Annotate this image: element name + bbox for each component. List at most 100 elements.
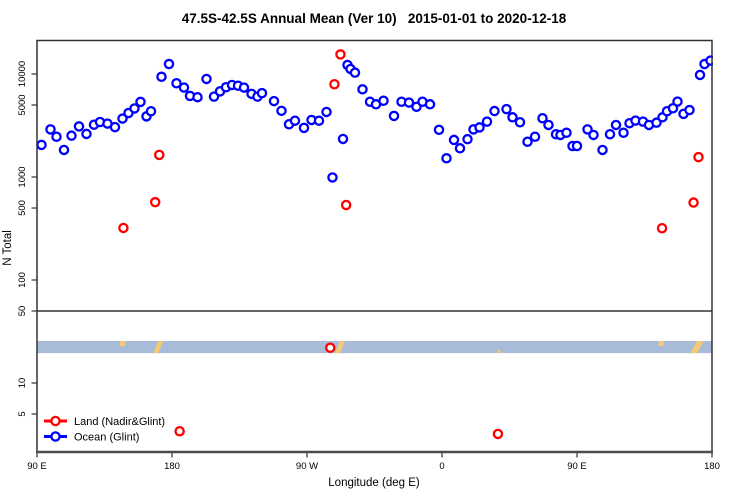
data-points bbox=[36, 49, 713, 440]
map-band-land-patch bbox=[335, 340, 345, 354]
data-point-ocean bbox=[51, 131, 62, 142]
data-point-ocean bbox=[474, 122, 485, 133]
y-axis-tick-label: 50 bbox=[17, 306, 28, 317]
data-point-ocean bbox=[289, 115, 301, 126]
data-point-ocean bbox=[388, 110, 400, 122]
legend-item-label: Land (Nadir&Glint) bbox=[74, 416, 165, 428]
data-point-ocean bbox=[337, 133, 349, 145]
data-point-land bbox=[492, 428, 504, 440]
y-axis-tick-label: 1000 bbox=[17, 166, 28, 187]
data-point-ocean bbox=[588, 129, 599, 141]
data-point-land bbox=[656, 222, 668, 234]
data-point-ocean bbox=[276, 105, 287, 117]
data-point-ocean bbox=[610, 119, 622, 131]
data-point-ocean bbox=[514, 117, 526, 128]
x-axis-tick-label: 0 bbox=[439, 461, 444, 472]
map-band-land-patch bbox=[690, 340, 704, 354]
data-point-ocean bbox=[705, 55, 713, 66]
data-point-ocean bbox=[156, 71, 167, 83]
data-point-ocean bbox=[298, 122, 310, 134]
data-point-land bbox=[329, 79, 340, 90]
legend-item-label: Ocean (Glint) bbox=[74, 432, 139, 444]
data-point-land bbox=[693, 151, 704, 163]
y-axis-tick-label: 500 bbox=[17, 200, 28, 216]
data-point-ocean bbox=[561, 127, 572, 138]
x-axis-tick-label: 180 bbox=[164, 461, 180, 472]
map-band-land-patch bbox=[658, 340, 664, 347]
x-axis-tick-label: 90 W bbox=[296, 461, 318, 472]
data-point-ocean bbox=[684, 104, 695, 116]
y-axis-tick-label: 5000 bbox=[17, 94, 28, 115]
data-point-ocean bbox=[201, 73, 212, 85]
data-point-ocean bbox=[145, 105, 157, 117]
data-point-ocean bbox=[424, 99, 436, 110]
data-point-ocean bbox=[454, 143, 466, 154]
x-axis-tick-label: 180 bbox=[704, 461, 720, 472]
data-point-ocean bbox=[672, 96, 683, 107]
data-point-ocean bbox=[45, 124, 56, 135]
map-band-land-patch bbox=[497, 349, 501, 354]
y-axis-tick-label: 5 bbox=[17, 411, 28, 416]
legend-marker-circle bbox=[50, 431, 61, 442]
data-point-ocean bbox=[81, 128, 92, 140]
y-axis-tick-label: 10 bbox=[17, 378, 28, 389]
chart-title: 47.5S-42.5S Annual Mean (Ver 10) 2015-01… bbox=[182, 11, 567, 26]
data-point-ocean bbox=[537, 112, 548, 124]
data-point-ocean bbox=[129, 103, 140, 114]
data-point-land bbox=[149, 196, 161, 208]
data-point-ocean bbox=[522, 136, 533, 147]
legend-marker-circle bbox=[50, 415, 61, 427]
data-point-ocean bbox=[571, 140, 583, 152]
data-point-land bbox=[174, 426, 185, 437]
data-point-ocean bbox=[256, 87, 268, 99]
data-point-ocean bbox=[163, 58, 175, 70]
data-point-ocean bbox=[507, 112, 518, 123]
data-point-ocean bbox=[582, 124, 593, 135]
data-point-ocean bbox=[313, 115, 325, 126]
data-point-ocean bbox=[604, 129, 616, 140]
data-point-ocean bbox=[171, 78, 182, 89]
data-point-land bbox=[118, 222, 129, 234]
data-point-ocean bbox=[73, 121, 85, 132]
data-point-land bbox=[324, 342, 336, 353]
y-axis-label: N Total bbox=[2, 230, 14, 266]
data-point-ocean bbox=[135, 96, 146, 108]
data-point-ocean bbox=[66, 130, 77, 141]
data-point-ocean bbox=[597, 144, 608, 156]
map-band-land-patch bbox=[153, 340, 164, 354]
data-point-ocean bbox=[441, 153, 452, 164]
data-point-ocean bbox=[462, 133, 473, 145]
data-point-ocean bbox=[403, 97, 415, 108]
map-band-land-patch bbox=[119, 340, 125, 347]
data-point-land bbox=[153, 149, 165, 161]
x-axis-tick-label: 90 E bbox=[567, 461, 587, 472]
data-point-ocean bbox=[529, 131, 541, 142]
data-point-ocean bbox=[268, 95, 280, 107]
data-point-ocean bbox=[109, 121, 121, 133]
data-point-land bbox=[688, 197, 699, 208]
data-point-ocean bbox=[433, 124, 445, 136]
data-point-ocean bbox=[448, 134, 460, 146]
y-axis-tick-label: 10000 bbox=[17, 61, 28, 87]
data-point-ocean bbox=[357, 84, 368, 95]
data-point-ocean bbox=[58, 144, 70, 156]
data-point-ocean bbox=[694, 69, 706, 81]
data-point-ocean bbox=[501, 103, 512, 115]
data-point-ocean bbox=[378, 95, 389, 106]
data-point-ocean bbox=[481, 116, 493, 127]
y-axis-tick-label: 100 bbox=[17, 272, 28, 288]
data-point-land bbox=[340, 199, 352, 211]
data-point-ocean bbox=[321, 106, 332, 118]
plot-area: 90 E 180 90 W 0 90 E 180 10000 5000 1000 500 100 50… bbox=[17, 39, 720, 472]
data-point-ocean bbox=[192, 91, 203, 103]
x-axis-tick-label: 90 E bbox=[27, 461, 47, 472]
data-point-ocean bbox=[349, 67, 361, 78]
data-point-ocean bbox=[618, 127, 629, 138]
data-point-ocean bbox=[489, 105, 500, 117]
data-point-ocean bbox=[36, 139, 47, 151]
data-point-ocean bbox=[327, 172, 338, 183]
data-point-ocean bbox=[117, 113, 128, 124]
x-axis-label: Longitude (deg E) bbox=[328, 477, 420, 489]
